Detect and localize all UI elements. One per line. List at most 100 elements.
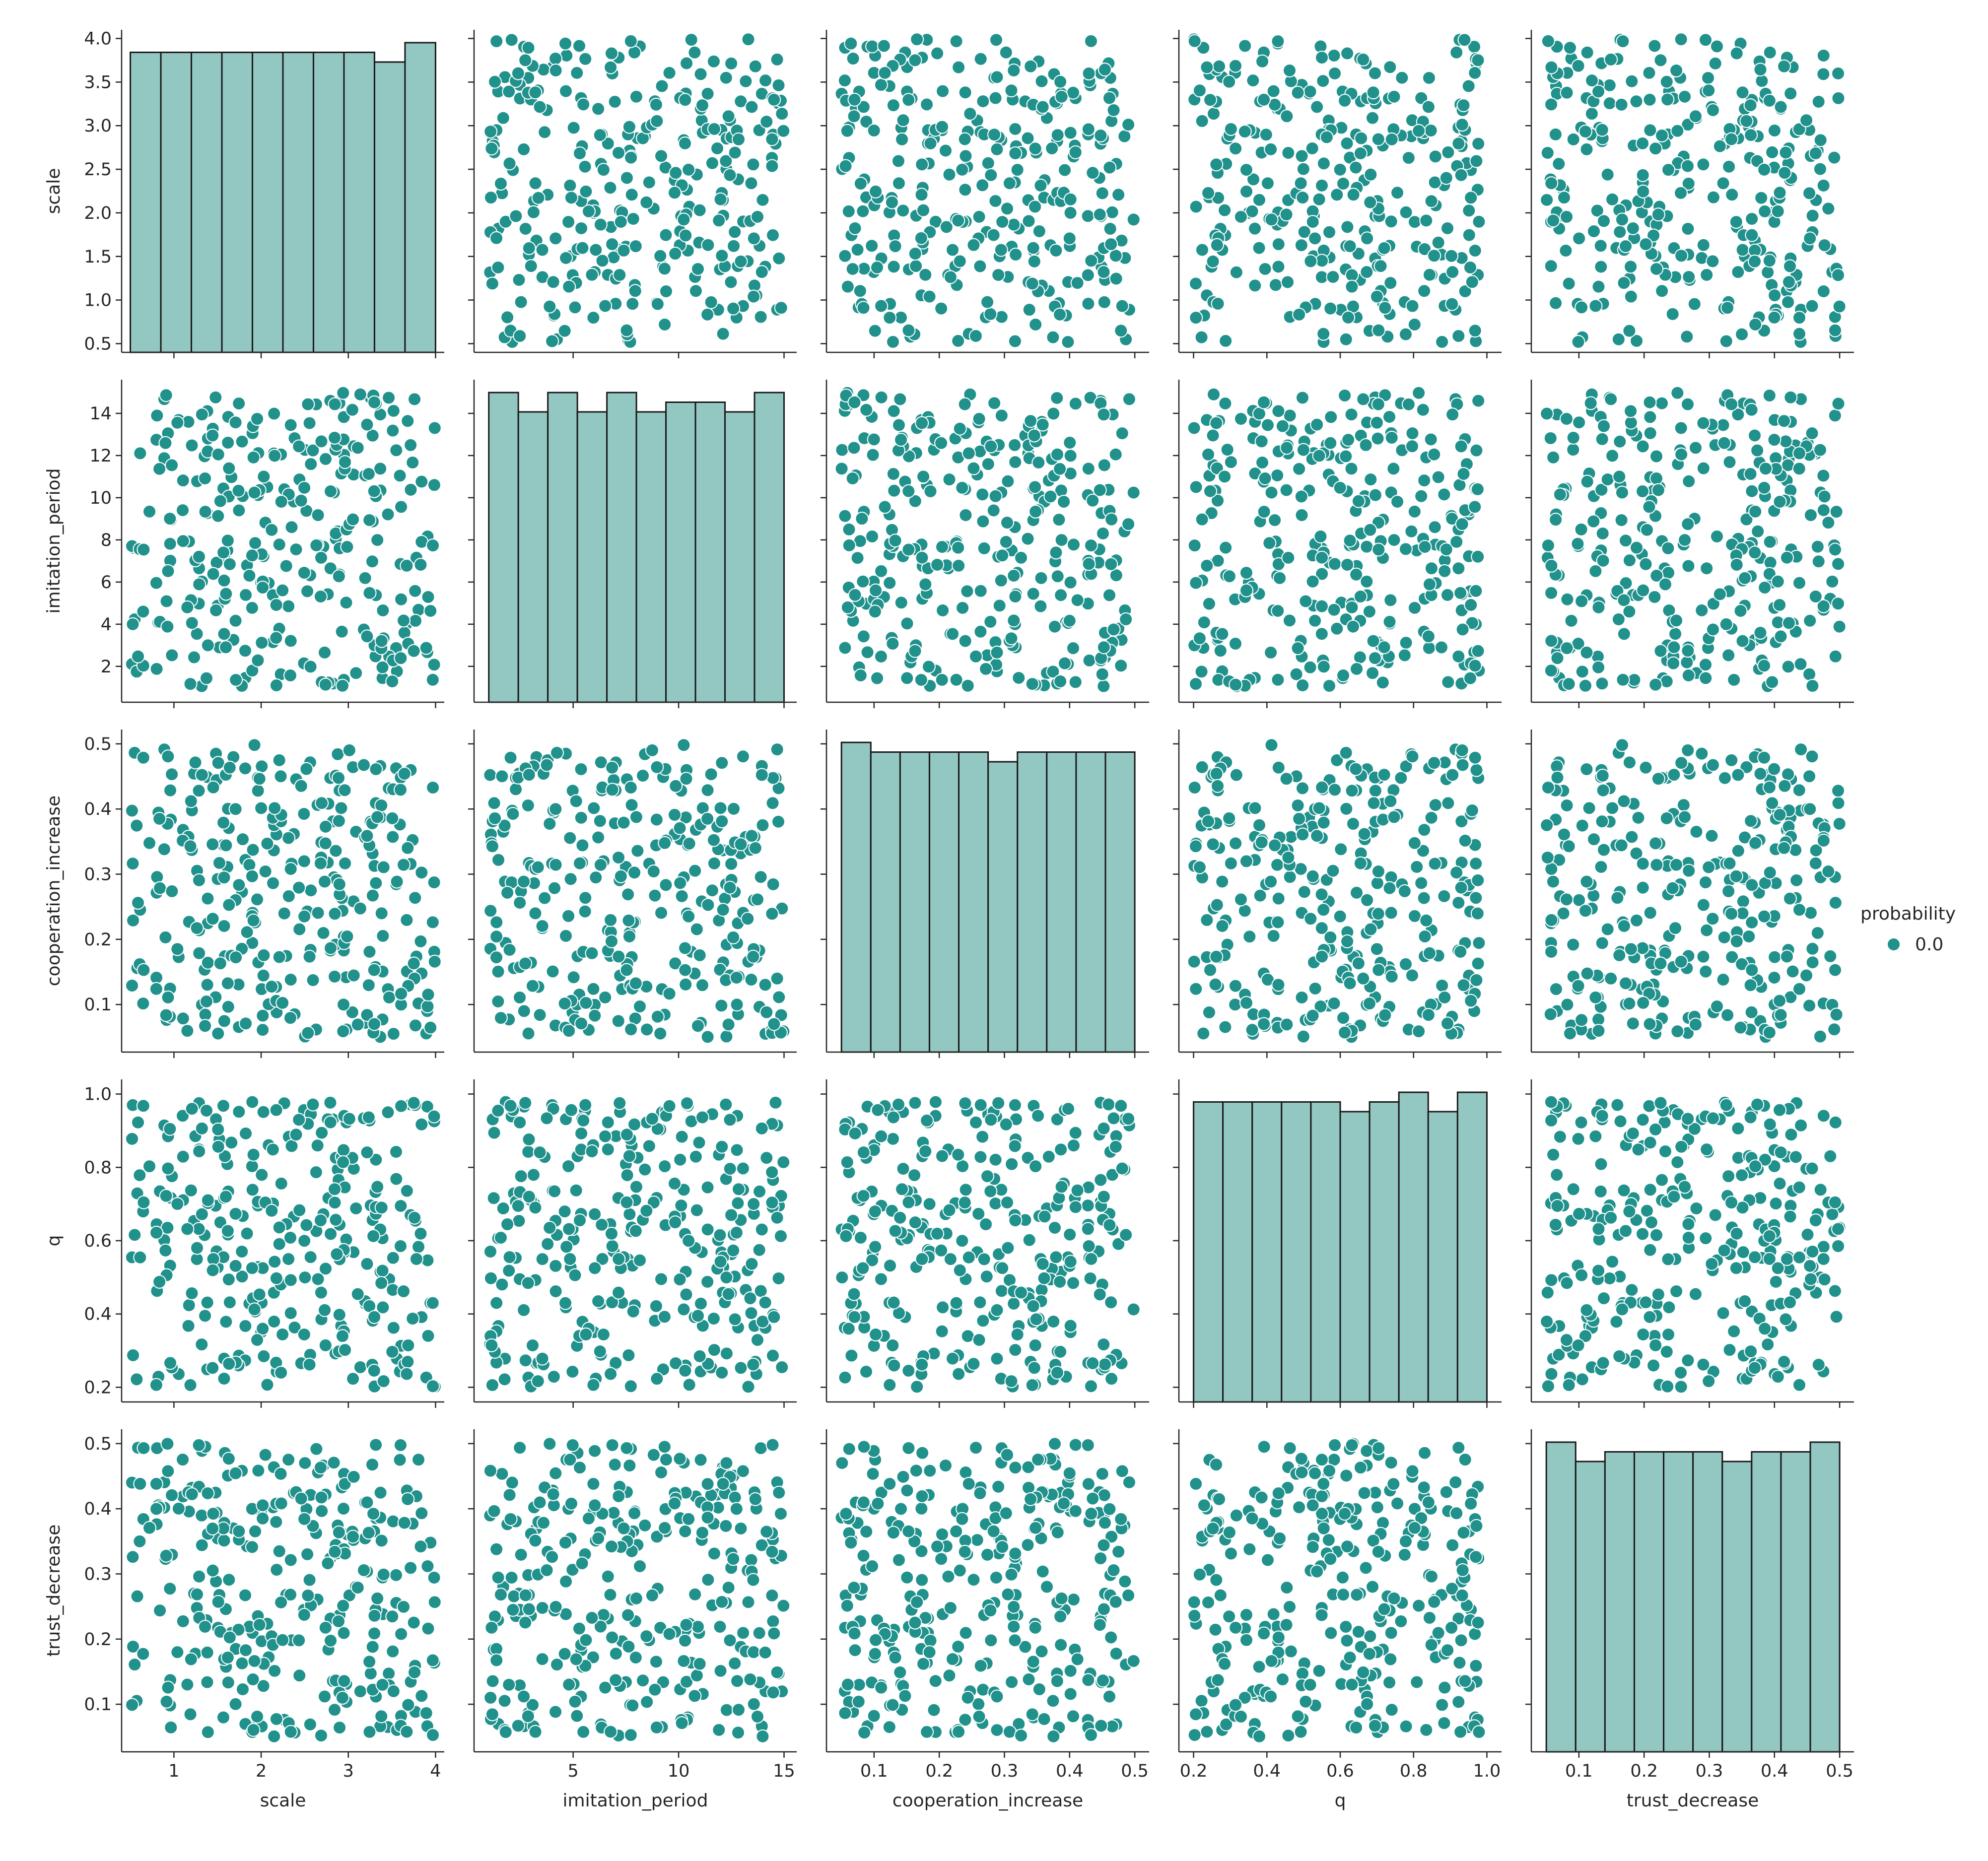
scatter-point xyxy=(1828,649,1843,664)
scatter-point xyxy=(1445,265,1460,279)
scatter-point xyxy=(136,997,150,1011)
scatter-point xyxy=(961,1250,976,1264)
scatter-point xyxy=(313,589,328,603)
scatter-point xyxy=(495,769,509,784)
scatter-point xyxy=(229,950,243,965)
scatter-point xyxy=(1419,913,1434,928)
scatter-point xyxy=(131,896,145,910)
scatter-point xyxy=(1281,146,1296,160)
scatter-point xyxy=(891,1097,905,1112)
scatter-point xyxy=(719,1029,734,1044)
scatter-point xyxy=(246,843,260,857)
scatter-point xyxy=(247,1302,262,1317)
scatter-point xyxy=(163,1356,178,1370)
scatter-point xyxy=(942,1203,957,1217)
scatter-point xyxy=(250,1333,265,1347)
scatter-point xyxy=(1066,1138,1081,1153)
scatter-point xyxy=(489,231,504,245)
scatter-point xyxy=(228,802,243,816)
scatter-point xyxy=(1816,67,1831,81)
scatter-point xyxy=(345,402,359,417)
scatter-point xyxy=(736,749,750,764)
scatter-point xyxy=(1012,670,1026,685)
scatter-point xyxy=(1642,500,1656,514)
scatter-point xyxy=(149,982,163,996)
scatter-point xyxy=(382,391,396,405)
scatter-point xyxy=(712,213,726,228)
scatter-point xyxy=(1053,74,1068,89)
scatter-point xyxy=(349,666,363,680)
scatter-point xyxy=(983,1184,998,1198)
scatter-point xyxy=(337,997,351,1012)
scatter-point xyxy=(743,1291,757,1306)
panel-q-vs-cooperation_increase xyxy=(821,1079,1149,1408)
scatter-point xyxy=(298,1270,312,1285)
scatter-point xyxy=(1678,810,1692,824)
y-tick-label: 8 xyxy=(101,531,112,550)
scatter-point xyxy=(1109,271,1123,286)
scatter-point xyxy=(979,662,993,676)
scatter-point xyxy=(896,203,910,218)
scatter-point xyxy=(1360,539,1374,554)
scatter-point xyxy=(605,237,619,252)
scatter-point xyxy=(229,672,243,687)
scatter-point xyxy=(408,891,422,905)
scatter-point xyxy=(238,1319,253,1333)
scatter-point xyxy=(1245,1023,1259,1037)
scatter-point xyxy=(548,858,563,872)
scatter-point xyxy=(1748,317,1763,332)
scatter-point xyxy=(958,1096,972,1111)
scatter-point xyxy=(509,782,523,797)
scatter-point xyxy=(604,60,618,74)
scatter-point xyxy=(856,204,870,218)
scatter-point xyxy=(1360,265,1374,279)
scatter-point xyxy=(1282,63,1297,77)
scatter-point xyxy=(936,603,950,618)
scatter-point xyxy=(1464,598,1478,612)
scatter-point xyxy=(579,184,593,199)
scatter-point xyxy=(774,301,788,315)
scatter-point xyxy=(1370,415,1384,430)
scatter-point xyxy=(1245,204,1259,218)
scatter-point xyxy=(588,1207,602,1221)
scatter-point xyxy=(1014,1285,1028,1300)
scatter-point xyxy=(1008,438,1022,452)
scatter-point xyxy=(1316,903,1331,917)
scatter-point xyxy=(741,32,755,47)
hist-bar xyxy=(1193,1101,1224,1403)
scatter-point xyxy=(700,783,715,798)
scatter-point xyxy=(746,1357,760,1372)
scatter-point xyxy=(385,674,400,688)
scatter-point xyxy=(360,1145,374,1160)
scatter-point xyxy=(566,121,581,135)
scatter-point xyxy=(1026,241,1040,255)
scatter-point xyxy=(1587,832,1601,847)
scatter-point xyxy=(1248,278,1262,293)
scatter-point xyxy=(1126,485,1141,500)
scatter-point xyxy=(1580,45,1594,60)
scatter-point xyxy=(1591,1024,1606,1038)
scatter-point xyxy=(1781,295,1795,309)
scatter-point xyxy=(955,480,969,495)
scatter-point xyxy=(1687,297,1702,311)
scatter-point xyxy=(901,93,916,107)
scatter-point xyxy=(853,177,868,191)
scatter-point xyxy=(245,1095,260,1109)
scatter-point xyxy=(306,973,320,988)
scatter-point xyxy=(1121,517,1136,532)
scatter-point xyxy=(946,1351,960,1366)
scatter-point xyxy=(1271,915,1285,930)
scatter-point xyxy=(1407,909,1422,923)
scatter-point xyxy=(1748,428,1762,443)
scatter-point xyxy=(724,56,739,70)
scatter-point xyxy=(621,887,635,902)
scatter-point xyxy=(1771,1370,1785,1384)
scatter-point xyxy=(658,1159,672,1174)
scatter-point xyxy=(1338,389,1352,403)
scatter-point xyxy=(714,998,729,1013)
scatter-point xyxy=(414,1117,429,1131)
scatter-point xyxy=(731,1182,746,1196)
scatter-point xyxy=(211,1139,225,1154)
scatter-point xyxy=(928,1095,943,1109)
scatter-point xyxy=(1292,307,1306,322)
